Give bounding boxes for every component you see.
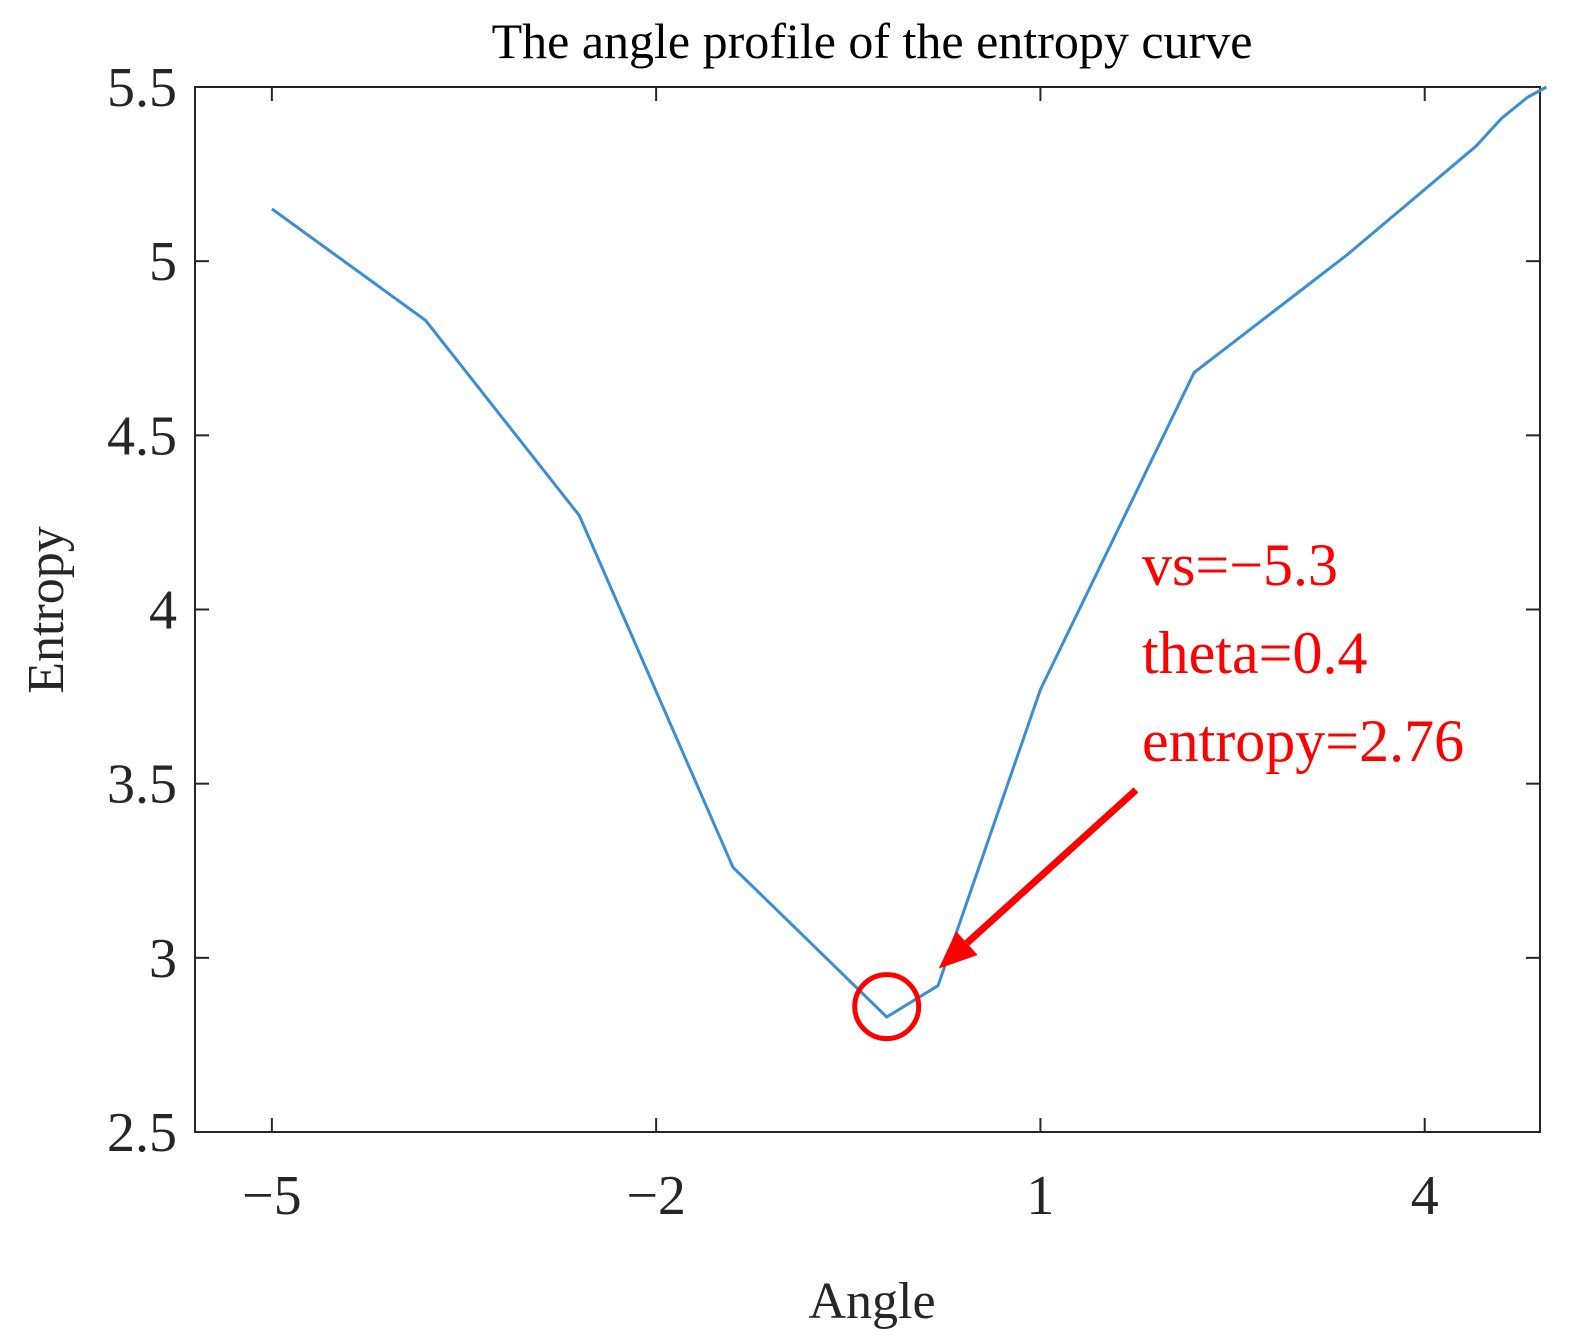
annotation-arrow-shaft bbox=[964, 787, 1139, 946]
series-line-0 bbox=[271, 85, 1548, 1019]
annotation: vs=−5.3 theta=0.4 entropy=2.76 bbox=[852, 532, 1464, 1042]
y-axis-title: Entropy bbox=[18, 526, 75, 694]
y-tick-label: 3.5 bbox=[107, 754, 177, 816]
y-tick-label: 4 bbox=[149, 580, 177, 642]
annotation-text-line: vs=−5.3 bbox=[1142, 532, 1338, 598]
x-tick-label: 4 bbox=[1411, 1165, 1439, 1227]
y-tick-label: 3 bbox=[149, 928, 177, 990]
chart-title: The angle profile of the entropy curve bbox=[492, 13, 1253, 69]
y-tick-label: 5 bbox=[149, 231, 177, 293]
x-tick-label: −2 bbox=[626, 1165, 686, 1227]
x-tick-label: 1 bbox=[1026, 1165, 1054, 1227]
x-tick-label: −5 bbox=[242, 1165, 302, 1227]
plot-border bbox=[194, 86, 1541, 1133]
series-layer bbox=[271, 85, 1548, 1019]
annotation-text-line: theta=0.4 bbox=[1142, 620, 1367, 686]
annotation-text-line: entropy=2.76 bbox=[1142, 708, 1464, 774]
y-tick-label: 2.5 bbox=[107, 1102, 177, 1164]
minimum-marker-circle bbox=[852, 972, 922, 1042]
y-tick-label: 4.5 bbox=[107, 405, 177, 467]
y-axis: 2.5 3 3.5 4 4.5 5 5.5 bbox=[107, 57, 1540, 1164]
y-tick-label: 5.5 bbox=[107, 57, 177, 119]
x-axis: −5 −2 1 4 bbox=[242, 87, 1439, 1227]
x-axis-title: Angle bbox=[808, 1273, 935, 1330]
annotation-arrow-head bbox=[938, 931, 978, 969]
plot-frame bbox=[194, 86, 1541, 1133]
